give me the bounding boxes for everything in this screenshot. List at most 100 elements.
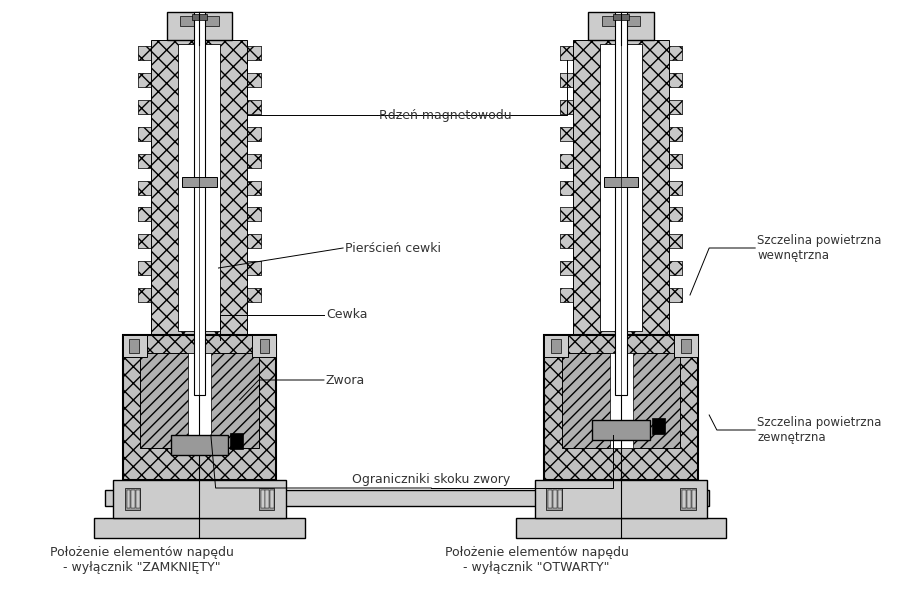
Bar bbox=[667, 100, 682, 114]
Bar bbox=[667, 261, 682, 275]
Bar bbox=[692, 490, 695, 508]
Bar bbox=[559, 100, 575, 114]
Text: Szczelina powietrzna
wewnętrzna: Szczelina powietrzna wewnętrzna bbox=[757, 234, 881, 262]
Bar bbox=[667, 288, 682, 302]
Bar bbox=[559, 234, 575, 248]
Bar bbox=[667, 181, 682, 195]
Bar bbox=[138, 181, 153, 195]
Bar bbox=[603, 177, 639, 187]
Bar bbox=[138, 73, 153, 87]
Bar bbox=[557, 490, 562, 508]
Bar bbox=[680, 488, 695, 510]
Bar bbox=[138, 181, 153, 195]
Bar bbox=[138, 207, 153, 221]
Bar bbox=[667, 73, 682, 87]
Bar bbox=[562, 353, 680, 448]
Bar bbox=[152, 40, 247, 335]
Bar bbox=[245, 207, 261, 221]
Bar bbox=[667, 127, 682, 141]
Bar bbox=[94, 518, 305, 538]
Bar bbox=[245, 154, 261, 168]
Bar bbox=[245, 181, 261, 195]
Bar bbox=[138, 46, 153, 60]
Bar bbox=[681, 339, 691, 353]
Bar bbox=[138, 127, 153, 141]
Bar bbox=[559, 73, 575, 87]
Bar bbox=[261, 490, 264, 508]
Bar bbox=[245, 73, 261, 87]
Bar bbox=[559, 127, 575, 141]
Bar bbox=[613, 14, 629, 20]
Bar bbox=[245, 234, 261, 248]
Bar bbox=[138, 100, 153, 114]
Bar bbox=[667, 46, 682, 60]
Bar bbox=[559, 261, 575, 275]
Bar bbox=[245, 100, 261, 114]
Bar bbox=[559, 207, 575, 221]
Bar bbox=[191, 14, 207, 20]
Bar bbox=[138, 127, 153, 141]
Bar bbox=[559, 46, 575, 60]
Bar bbox=[559, 288, 575, 302]
Bar bbox=[559, 181, 575, 195]
Bar bbox=[245, 154, 261, 168]
Bar bbox=[547, 488, 562, 510]
Text: Położenie elementów napędu
- wyłącznik "ZAMKNIĘTY": Położenie elementów napędu - wyłącznik "… bbox=[50, 546, 234, 574]
Bar bbox=[544, 335, 697, 480]
Bar bbox=[559, 73, 575, 87]
Bar bbox=[182, 177, 216, 187]
Bar bbox=[544, 335, 568, 357]
Bar bbox=[667, 234, 682, 248]
Bar bbox=[559, 154, 575, 168]
Bar bbox=[667, 207, 682, 221]
Bar bbox=[138, 288, 153, 302]
Bar bbox=[667, 127, 682, 141]
Bar bbox=[682, 490, 686, 508]
Text: Położenie elementów napędu
- wyłącznik "OTWARTY": Położenie elementów napędu - wyłącznik "… bbox=[445, 546, 629, 574]
Bar bbox=[559, 127, 575, 141]
Bar bbox=[138, 261, 153, 275]
Bar bbox=[667, 73, 682, 87]
Bar bbox=[600, 44, 642, 331]
Bar bbox=[123, 335, 147, 357]
Bar bbox=[138, 234, 153, 248]
Bar bbox=[245, 207, 261, 221]
Bar bbox=[179, 44, 220, 331]
Bar bbox=[129, 339, 139, 353]
Bar bbox=[615, 12, 627, 395]
Bar bbox=[265, 490, 270, 508]
Bar bbox=[138, 73, 153, 87]
Text: Cewka: Cewka bbox=[326, 308, 367, 322]
Bar bbox=[651, 418, 665, 434]
Bar bbox=[113, 480, 286, 518]
Bar bbox=[667, 181, 682, 195]
Bar bbox=[124, 488, 140, 510]
Bar bbox=[602, 16, 640, 26]
Text: Pierścień cewki: Pierścień cewki bbox=[345, 241, 441, 255]
Bar bbox=[259, 488, 274, 510]
Bar bbox=[245, 234, 261, 248]
Bar bbox=[245, 127, 261, 141]
Bar bbox=[559, 100, 575, 114]
Bar bbox=[260, 339, 270, 353]
Bar bbox=[245, 181, 261, 195]
Bar bbox=[573, 40, 669, 335]
Bar bbox=[245, 288, 261, 302]
Bar bbox=[138, 234, 153, 248]
Text: Szczelina powietrzna
zewnętrzna: Szczelina powietrzna zewnętrzna bbox=[757, 416, 881, 444]
Bar bbox=[252, 335, 276, 357]
Bar bbox=[245, 261, 261, 275]
Bar bbox=[551, 339, 561, 353]
Bar bbox=[194, 12, 205, 395]
Text: Rdzeń magnetowodu: Rdzeń magnetowodu bbox=[379, 108, 511, 122]
Bar bbox=[559, 46, 575, 60]
Bar bbox=[674, 335, 697, 357]
Bar bbox=[559, 261, 575, 275]
Bar bbox=[667, 154, 682, 168]
Bar bbox=[667, 154, 682, 168]
Bar bbox=[667, 100, 682, 114]
Bar bbox=[559, 181, 575, 195]
Bar bbox=[245, 100, 261, 114]
Bar bbox=[559, 288, 575, 302]
Bar bbox=[245, 288, 261, 302]
